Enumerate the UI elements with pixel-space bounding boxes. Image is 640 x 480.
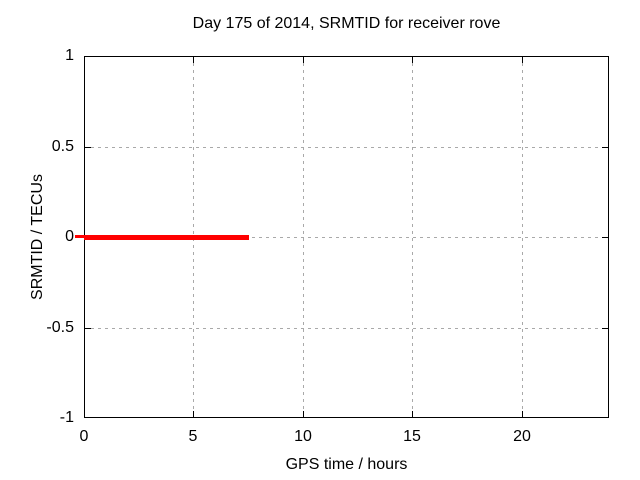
gridline xyxy=(84,147,609,148)
y-tick-label: -1 xyxy=(59,409,74,426)
tick-mark xyxy=(303,411,304,418)
tick-mark xyxy=(84,328,91,329)
gridline xyxy=(84,237,609,238)
x-axis-label: GPS time / hours xyxy=(285,456,408,473)
tick-mark xyxy=(193,56,194,63)
y-tick-label: 0.5 xyxy=(51,138,74,155)
tick-mark xyxy=(522,411,523,418)
series-start-cap xyxy=(75,235,84,238)
x-tick-label: 10 xyxy=(294,428,312,445)
tick-mark xyxy=(84,147,91,148)
tick-mark xyxy=(602,147,609,148)
tick-mark xyxy=(602,328,609,329)
y-tick-label: 0 xyxy=(65,228,74,245)
tick-mark xyxy=(412,411,413,418)
gridline xyxy=(84,328,609,329)
tick-mark xyxy=(602,237,609,238)
tick-mark xyxy=(522,56,523,63)
y-tick-label: 1 xyxy=(65,47,74,64)
tick-mark xyxy=(412,56,413,63)
x-tick-label: 0 xyxy=(79,428,89,445)
tick-mark xyxy=(193,411,194,418)
y-tick-label: -0.5 xyxy=(46,319,74,336)
x-tick-label: 15 xyxy=(403,428,421,445)
chart-title: Day 175 of 2014, SRMTID for receiver rov… xyxy=(192,15,501,32)
x-tick-label: 20 xyxy=(513,428,531,445)
series-line xyxy=(84,235,249,240)
x-tick-label: 5 xyxy=(188,428,198,445)
tick-mark xyxy=(303,56,304,63)
